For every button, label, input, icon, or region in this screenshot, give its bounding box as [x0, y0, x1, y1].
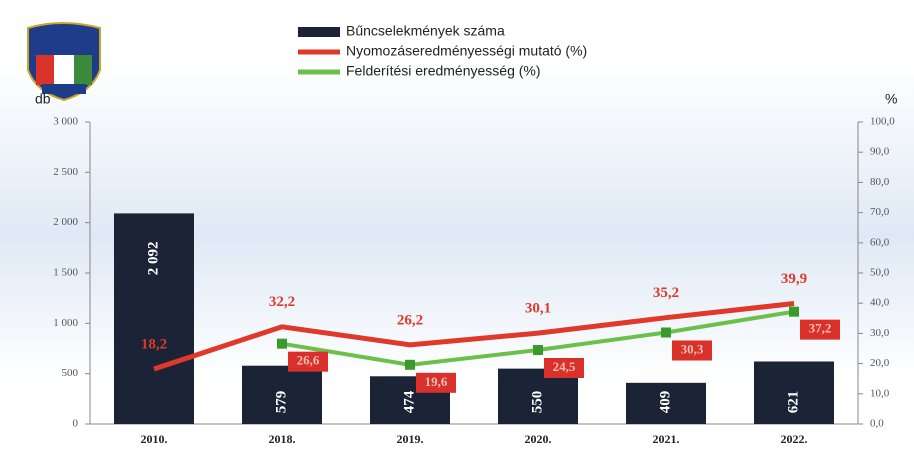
y-tick-label: 2 000 [53, 216, 78, 228]
line-value-label: 26,6 [297, 353, 320, 368]
chart: db % 0 500 1 000 1 500 2 000 2 500 3 000 0,0 10,… [0, 0, 914, 459]
line-value-label: 30,3 [681, 341, 704, 356]
line-value-label: 37,2 [809, 321, 832, 336]
y-tick-label: 1 500 [53, 267, 78, 279]
x-tick-label: 2019. [397, 432, 424, 446]
marker [533, 345, 543, 355]
line-value-label: 39,9 [781, 271, 807, 287]
bar-value-label: 409 [657, 391, 673, 414]
legend-label: Bűncselekmények száma [346, 23, 505, 39]
y-tick-label: 2 500 [53, 166, 78, 178]
x-tick-label: 2021. [653, 432, 680, 446]
y-tick-label: 1 000 [53, 317, 78, 329]
marker [661, 327, 671, 337]
bar-value-label: 621 [785, 391, 801, 414]
y-tick-label: 500 [62, 367, 79, 379]
legend-label: Felderítési eredményesség (%) [346, 63, 541, 79]
y2-axis-title: % [885, 91, 897, 107]
x-tick-label: 2020. [525, 432, 552, 446]
line-value-label: 19,6 [425, 374, 448, 389]
bar-value-label: 474 [401, 390, 417, 413]
x-tick-label: 2022. [781, 432, 808, 446]
y-tick-label: 3 000 [53, 116, 78, 128]
x-tick-label: 2010. [141, 432, 168, 446]
line-value-label: 32,2 [269, 294, 295, 310]
legend-label: Nyomozáseredményességi mutató (%) [346, 43, 587, 59]
y-axis-title: db [35, 91, 51, 107]
y2-tick-label: 0,0 [870, 418, 884, 430]
line-value-label: 24,5 [553, 359, 576, 374]
y2-tick-label: 20,0 [870, 357, 890, 369]
y2-tick-label: 90,0 [870, 146, 890, 158]
legend-swatch [298, 27, 340, 37]
y2-tick-label: 60,0 [870, 236, 890, 248]
line-value-label: 35,2 [653, 285, 679, 301]
line-value-label: 26,2 [397, 312, 423, 328]
line-value-label: 30,1 [525, 301, 551, 317]
marker [277, 339, 287, 349]
line-value-label: 18,2 [141, 336, 167, 352]
y2-tick-label: 100,0 [870, 116, 895, 128]
y2-tick-label: 10,0 [870, 387, 890, 399]
y2-tick-label: 40,0 [870, 297, 890, 309]
y-tick-label: 0 [73, 418, 79, 430]
bar-value-label: 550 [529, 391, 545, 414]
y2-tick-label: 50,0 [870, 267, 890, 279]
y2-tick-label: 70,0 [870, 206, 890, 218]
bar-value-label: 579 [273, 391, 289, 414]
bar-value-label: 2 092 [145, 242, 161, 276]
marker [789, 307, 799, 317]
marker [405, 360, 415, 370]
y2-tick-label: 30,0 [870, 327, 890, 339]
y2-tick-label: 80,0 [870, 176, 890, 188]
x-tick-label: 2018. [269, 432, 296, 446]
